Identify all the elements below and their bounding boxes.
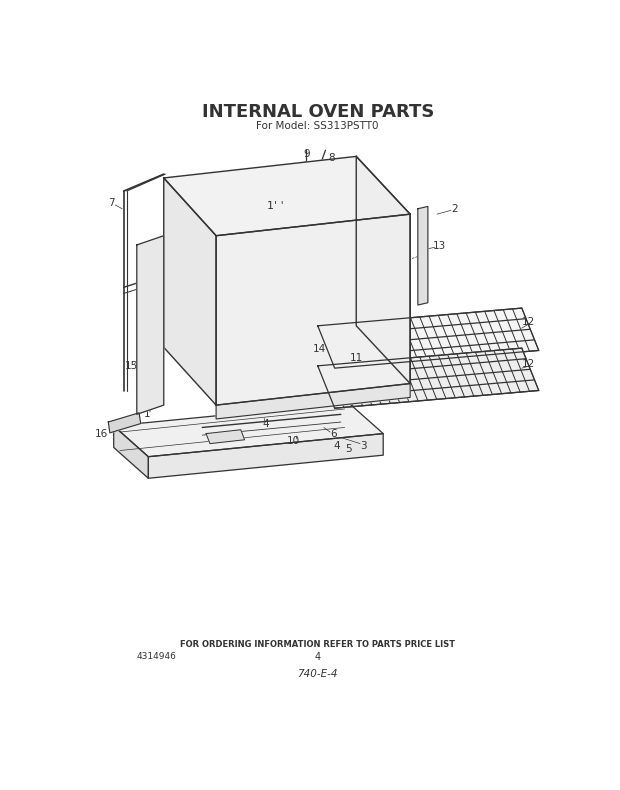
- Text: 4: 4: [262, 419, 268, 429]
- Polygon shape: [206, 430, 245, 444]
- Text: 11: 11: [350, 353, 363, 363]
- Polygon shape: [164, 178, 216, 405]
- Text: 3: 3: [361, 441, 367, 451]
- Polygon shape: [317, 348, 539, 408]
- Text: 12: 12: [521, 359, 535, 369]
- Text: 13: 13: [433, 241, 446, 250]
- Text: FOR ORDERING INFORMATION REFER TO PARTS PRICE LIST: FOR ORDERING INFORMATION REFER TO PARTS …: [180, 640, 455, 649]
- Text: 12: 12: [521, 317, 535, 327]
- Text: 9: 9: [303, 149, 309, 159]
- Text: 5: 5: [345, 444, 352, 454]
- Text: 6: 6: [330, 429, 337, 438]
- Text: 15: 15: [125, 361, 138, 371]
- Polygon shape: [418, 206, 428, 305]
- Polygon shape: [164, 156, 410, 235]
- Text: 4: 4: [334, 441, 340, 451]
- Text: 14: 14: [312, 344, 326, 354]
- Text: 8: 8: [329, 153, 335, 163]
- Text: INTERNAL OVEN PARTS: INTERNAL OVEN PARTS: [202, 103, 434, 121]
- Text: 2: 2: [451, 204, 458, 214]
- Polygon shape: [137, 235, 164, 414]
- Polygon shape: [148, 434, 383, 478]
- Polygon shape: [317, 308, 539, 368]
- Polygon shape: [216, 384, 410, 419]
- Text: 4314946: 4314946: [137, 653, 177, 661]
- Text: For Model: SS313PSTT0: For Model: SS313PSTT0: [257, 121, 379, 130]
- Polygon shape: [113, 403, 383, 457]
- Text: 1: 1: [143, 409, 150, 419]
- Text: 10: 10: [286, 436, 299, 446]
- Text: 7: 7: [108, 198, 115, 208]
- Polygon shape: [216, 214, 410, 405]
- Text: 16: 16: [95, 429, 108, 438]
- Polygon shape: [113, 426, 148, 478]
- Text: 1' ': 1' ': [267, 201, 284, 212]
- Text: 740-E-4: 740-E-4: [298, 669, 338, 679]
- Polygon shape: [356, 156, 410, 384]
- Polygon shape: [108, 413, 141, 433]
- Text: 4: 4: [315, 652, 321, 662]
